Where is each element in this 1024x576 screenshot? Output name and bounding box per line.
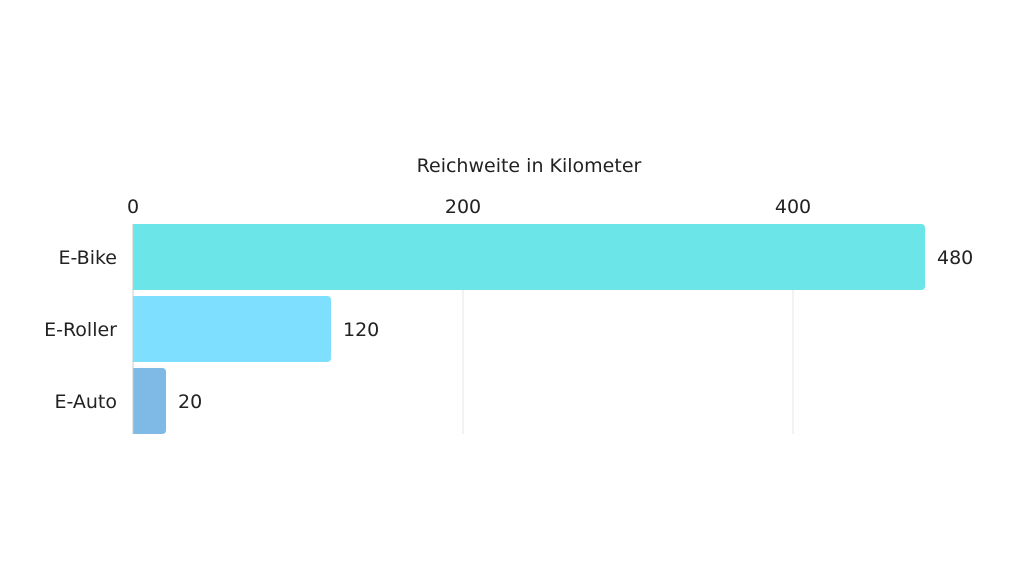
category-label: E-Auto bbox=[54, 391, 117, 413]
bar-e-roller bbox=[133, 296, 331, 362]
x-tick-label: 400 bbox=[775, 196, 811, 218]
bars bbox=[133, 224, 925, 434]
bar-e-auto bbox=[133, 368, 166, 434]
category-labels: E-Bike E-Roller E-Auto bbox=[44, 247, 117, 413]
category-label: E-Bike bbox=[58, 247, 117, 269]
x-tick-label: 0 bbox=[127, 196, 139, 218]
x-axis-title: Reichweite in Kilometer bbox=[417, 155, 642, 177]
bar-e-bike bbox=[133, 224, 925, 290]
bar-value-label: 20 bbox=[178, 391, 202, 413]
bar-value-label: 120 bbox=[343, 319, 379, 341]
bar-value-label: 480 bbox=[937, 247, 973, 269]
x-axis-ticks: 0 200 400 bbox=[127, 196, 811, 218]
value-labels: 480 120 20 bbox=[178, 247, 973, 413]
x-tick-label: 200 bbox=[445, 196, 481, 218]
category-label: E-Roller bbox=[44, 319, 117, 341]
